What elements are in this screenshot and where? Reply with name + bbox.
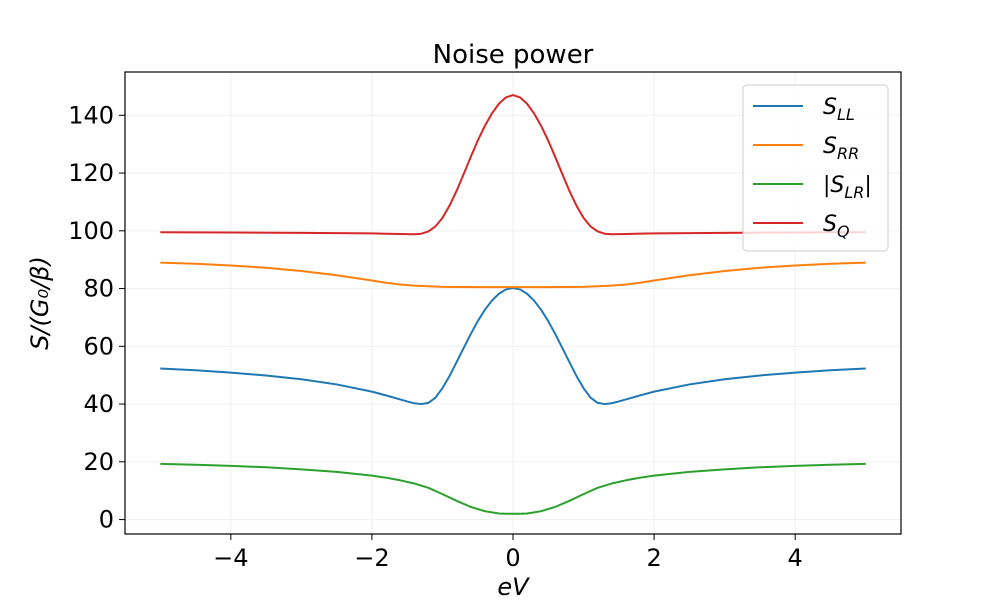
chart-title: Noise power <box>433 40 594 70</box>
x-axis-label: eV <box>497 573 530 600</box>
series-line-3 <box>160 94 866 236</box>
series-lines <box>160 94 866 515</box>
series-line-2 <box>160 462 866 515</box>
legend-label: |SLR| <box>823 173 872 202</box>
y-axis-ticks: 0 20 40 60 80 100 120 140 <box>68 101 125 534</box>
y-tick-label: 40 <box>83 390 114 418</box>
y-tick-label: 120 <box>68 159 114 187</box>
y-tick-label: 100 <box>68 217 114 245</box>
legend-box <box>742 84 889 252</box>
legend: SLL SRR |SLR| SQ <box>742 84 889 252</box>
x-tick-label: −2 <box>354 544 389 572</box>
y-tick-label: 80 <box>83 275 114 303</box>
legend-label: SQ <box>823 212 850 241</box>
x-axis-ticks: −4 −2 0 2 4 <box>213 534 803 572</box>
x-tick-label: −4 <box>213 544 248 572</box>
series-line-1 <box>160 261 866 289</box>
y-tick-label: 20 <box>83 448 114 476</box>
x-tick-label: 0 <box>505 544 520 572</box>
x-tick-label: 4 <box>788 544 803 572</box>
y-tick-label: 60 <box>83 332 114 360</box>
legend-label: SRR <box>823 134 859 163</box>
y-tick-label: 140 <box>68 101 114 129</box>
legend-label: SLL <box>823 95 855 124</box>
y-tick-label: 0 <box>99 506 114 534</box>
x-tick-label: 2 <box>646 544 661 572</box>
y-axis-label: S/(G₀/β) <box>26 256 54 350</box>
